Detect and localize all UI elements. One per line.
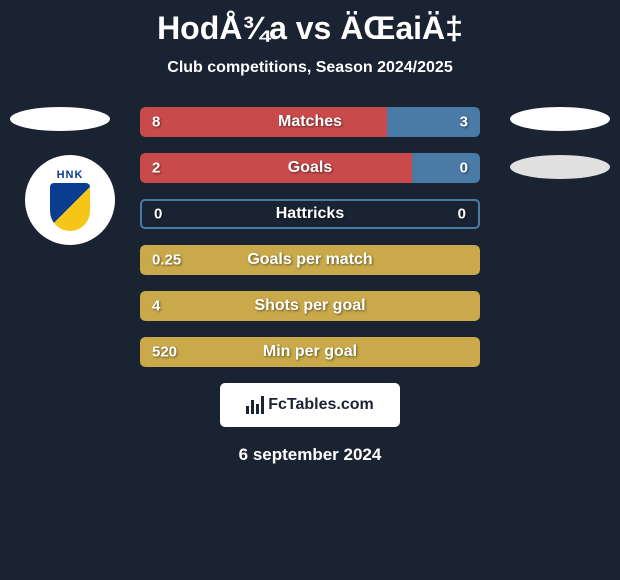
date-text: 6 september 2024: [0, 445, 620, 465]
right-ellipse-decoration-2: [510, 155, 610, 179]
stat-label: Goals: [140, 159, 480, 177]
right-ellipse-decoration: [510, 107, 610, 131]
stat-bar-row: 520Min per goal: [140, 337, 480, 367]
stat-label: Matches: [140, 113, 480, 131]
stat-bar-row: 0.25Goals per match: [140, 245, 480, 275]
left-ellipse-decoration: [10, 107, 110, 131]
chart-icon: [246, 396, 264, 414]
stat-bar-row: 00Hattricks: [140, 199, 480, 229]
fctables-badge: FcTables.com: [220, 383, 400, 427]
club-logo-text: HNK: [57, 169, 84, 181]
stat-label: Min per goal: [140, 343, 480, 361]
page-subtitle: Club competitions, Season 2024/2025: [0, 59, 620, 77]
stat-label: Hattricks: [142, 205, 478, 223]
stat-label: Shots per goal: [140, 297, 480, 315]
club-logo: HNK: [25, 155, 115, 245]
fctables-label: FcTables.com: [268, 396, 374, 414]
page-title: HodÅ¾a vs ÄŒaiÄ‡: [0, 0, 620, 47]
stat-bar-row: 4Shots per goal: [140, 291, 480, 321]
stat-bar-row: 83Matches: [140, 107, 480, 137]
stats-bars-container: 83Matches 20Goals 00Hattricks 0.25Goals per…: [140, 107, 480, 367]
stat-label: Goals per match: [140, 251, 480, 269]
club-logo-shield-icon: [50, 183, 90, 231]
content-area: HNK 83Matches 20Goals 00Hattricks 0.25Goals…: [0, 107, 620, 465]
stat-bar-row: 20Goals: [140, 153, 480, 183]
